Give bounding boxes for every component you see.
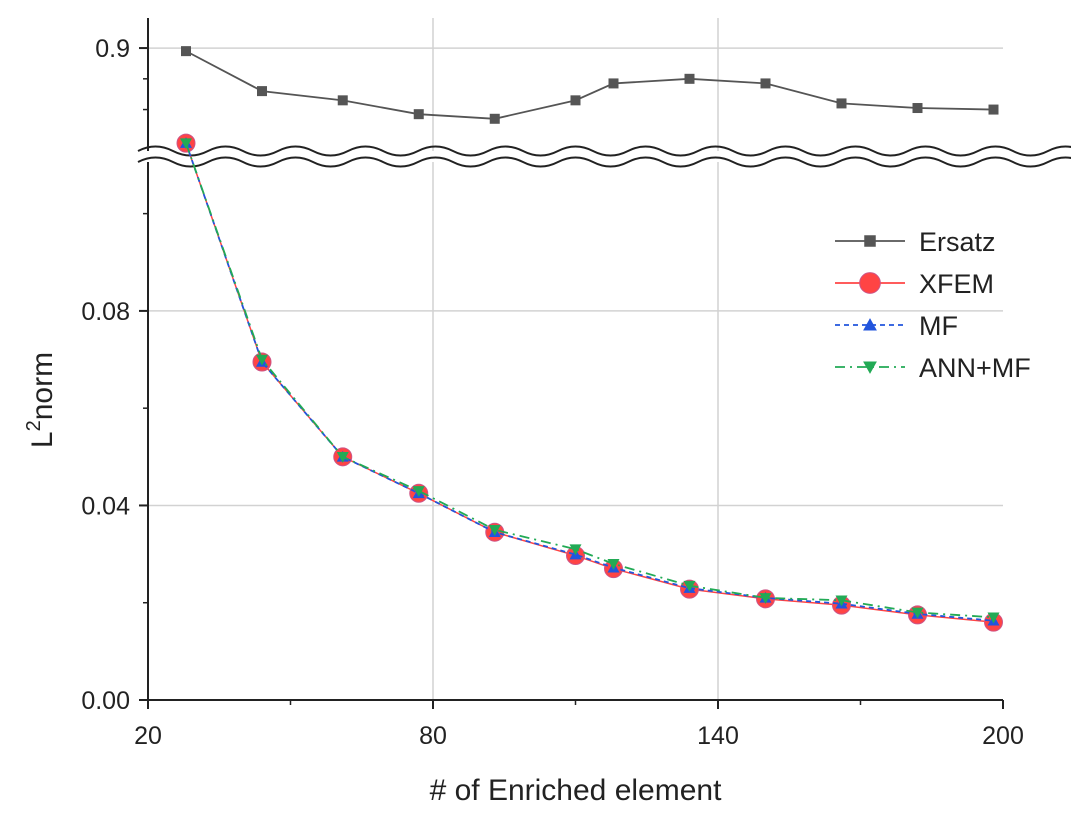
series-line — [185, 142, 994, 622]
data-point — [836, 98, 847, 109]
axis-break-band — [136, 151, 1031, 162]
legend-marker — [863, 361, 877, 374]
legend-marker — [863, 318, 877, 331]
x-tick-label: 140 — [697, 722, 739, 750]
legend-entry: Ersatz — [835, 227, 996, 257]
legend-label: Ersatz — [919, 227, 996, 257]
series-ann-mf — [180, 138, 1000, 624]
series-line — [185, 142, 994, 619]
series-xfem — [176, 133, 1003, 632]
legend-entry: ANN+MF — [835, 353, 1031, 383]
data-point — [911, 607, 924, 619]
data-point — [181, 46, 191, 57]
legend: Ersatz XFEM MF ANN+MF — [835, 227, 1031, 383]
axes: 20 80 140 200 0.00 0.04 0.08 0.9 — [81, 18, 1071, 750]
data-point — [608, 78, 619, 89]
data-point — [257, 86, 267, 97]
data-point — [683, 580, 696, 592]
y-tick-label: 0.9 — [95, 35, 130, 63]
data-point — [569, 544, 582, 556]
legend-entry: MF — [835, 311, 958, 341]
data-point — [180, 138, 192, 150]
grid — [148, 18, 1003, 700]
y-tick-label: 0.04 — [81, 492, 130, 520]
legend-marker — [859, 272, 881, 294]
series-ersatz — [181, 46, 999, 124]
data-point — [413, 109, 424, 120]
series-layer — [176, 46, 1003, 632]
x-tick-label: 200 — [982, 722, 1024, 750]
data-point — [337, 95, 348, 106]
data-point — [987, 612, 1000, 624]
data-point — [570, 95, 581, 106]
axis-break-line — [137, 156, 1071, 168]
data-point — [760, 78, 771, 89]
data-point — [988, 104, 999, 115]
data-point — [607, 559, 620, 570]
x-tick-label: 80 — [419, 722, 447, 750]
series-mf — [180, 137, 1000, 626]
y-axis-title: L2norm — [23, 352, 59, 448]
data-point — [336, 452, 349, 463]
y-tick-label: 0.08 — [81, 298, 130, 326]
data-point — [489, 113, 500, 124]
legend-label: MF — [919, 311, 958, 341]
data-point — [912, 103, 923, 114]
legend-entry: XFEM — [835, 269, 994, 299]
data-point — [835, 595, 848, 607]
x-axis-title: # of Enriched element — [430, 774, 723, 807]
series-line — [185, 50, 994, 120]
data-point — [684, 73, 695, 84]
data-point — [256, 354, 268, 366]
y-axis-title-base: L — [26, 431, 59, 448]
legend-label: ANN+MF — [919, 353, 1031, 383]
x-tick-label: 20 — [134, 722, 162, 750]
y-tick-label: 0.00 — [81, 687, 130, 715]
y-axis-title-superscript: 2 — [23, 420, 45, 431]
legend-marker — [864, 235, 876, 247]
data-point — [488, 524, 501, 536]
data-point — [412, 486, 425, 497]
y-axis-title-rest: norm — [26, 352, 59, 420]
series-line — [185, 142, 994, 623]
legend-label: XFEM — [919, 269, 994, 299]
data-point — [759, 593, 772, 604]
axis-break-line — [137, 145, 1071, 157]
